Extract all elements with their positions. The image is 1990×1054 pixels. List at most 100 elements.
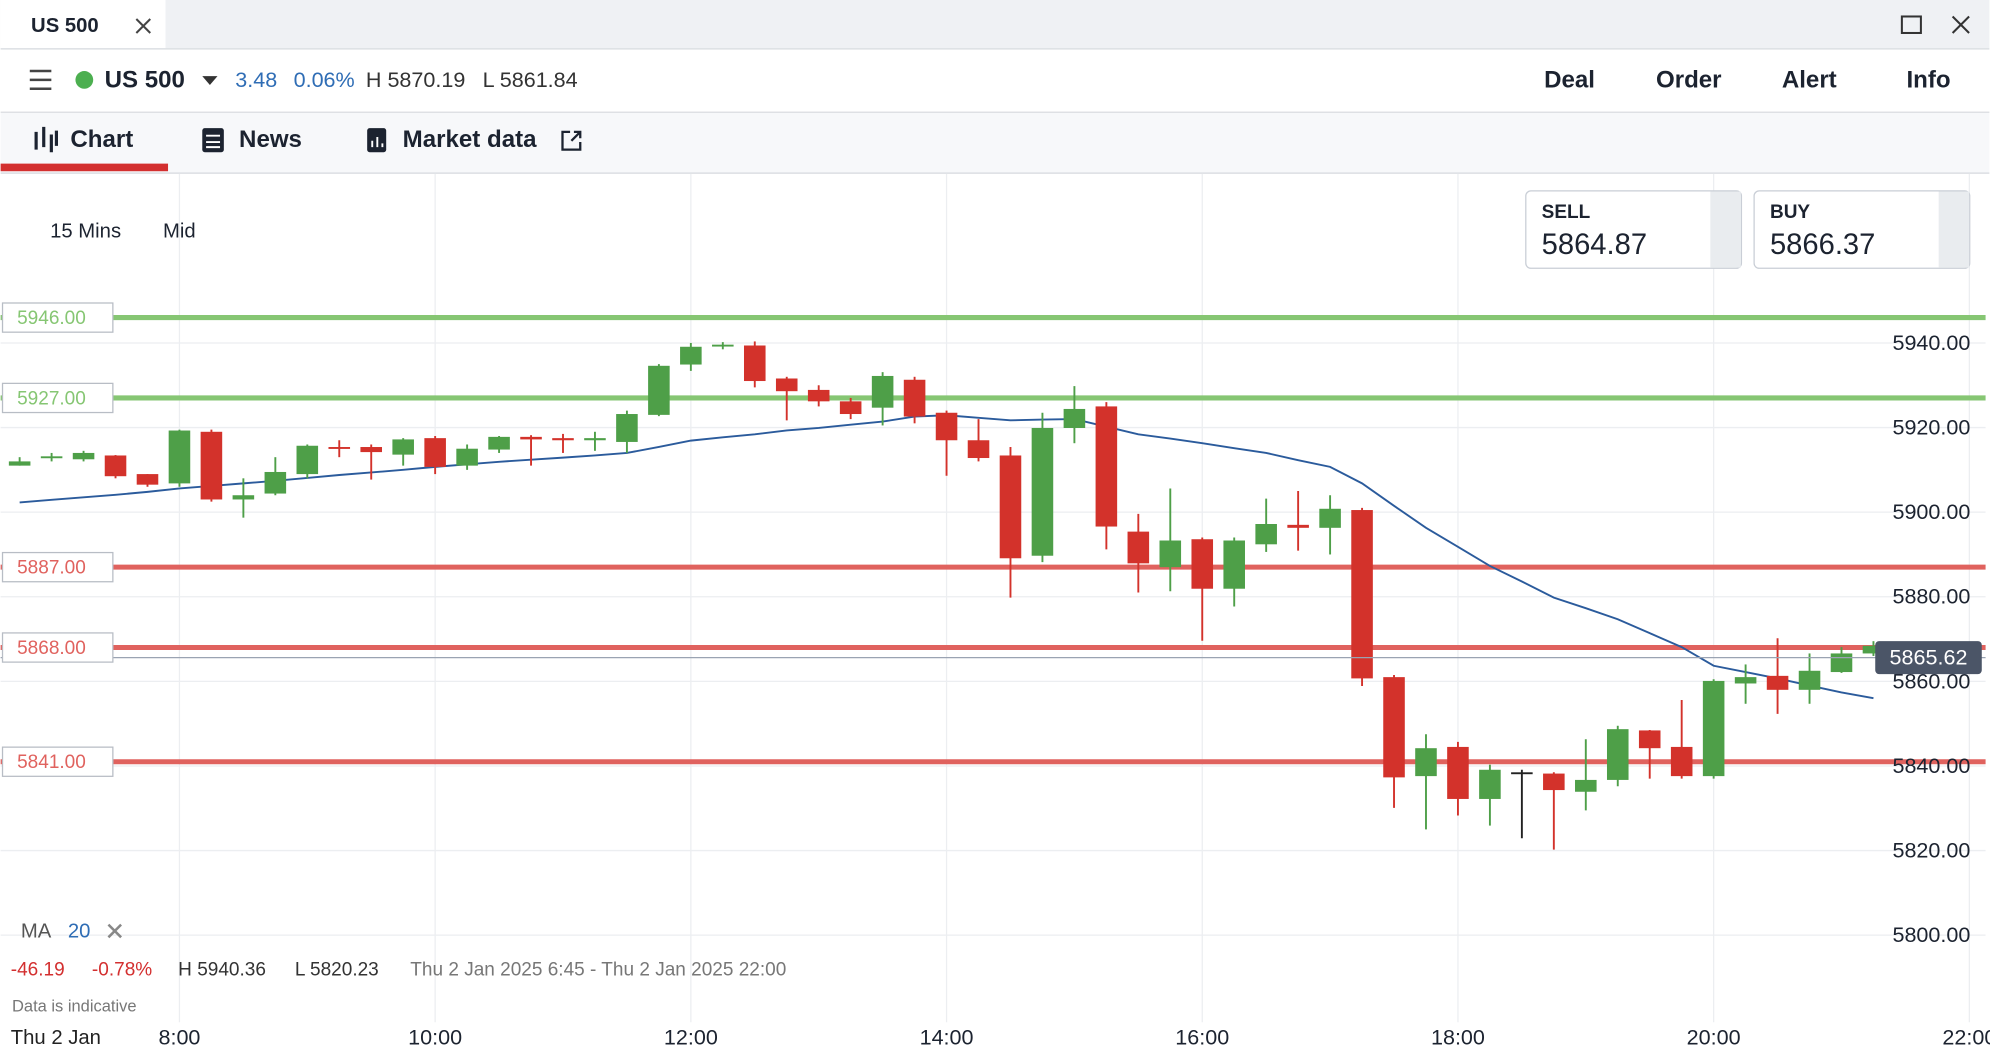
candle-body bbox=[232, 495, 255, 500]
period-change-percent: -0.78% bbox=[92, 959, 152, 980]
x-tick-label: 14:00 bbox=[920, 1024, 974, 1049]
alert-button[interactable]: Alert bbox=[1782, 67, 1837, 94]
candle-body bbox=[1511, 772, 1533, 775]
instrument-dropdown[interactable] bbox=[202, 76, 218, 85]
y-tick-label: 5880.00 bbox=[1892, 584, 1970, 609]
candle-body bbox=[1255, 524, 1277, 545]
candle-body bbox=[328, 447, 351, 449]
level-label-box bbox=[1, 746, 114, 777]
candle-body bbox=[1734, 677, 1757, 684]
candle-body bbox=[1159, 540, 1182, 568]
news-icon-lines bbox=[206, 134, 221, 149]
candle-body bbox=[680, 346, 702, 365]
candle-body bbox=[264, 471, 287, 494]
period-high: H 5940.36 bbox=[178, 959, 266, 980]
plot-area: 5946.00 5927.00 5887.00 5868.00 5841.00 5800.… bbox=[0, 173, 1990, 1049]
remove-indicator[interactable] bbox=[107, 923, 123, 939]
sell-price: 5864.87 bbox=[1542, 229, 1647, 261]
chart-icon bbox=[34, 126, 59, 153]
candle-body bbox=[648, 365, 670, 415]
level-label: 5868.00 bbox=[17, 638, 86, 659]
candle-body bbox=[967, 440, 990, 459]
candle-body bbox=[1798, 670, 1821, 690]
candle-body bbox=[807, 389, 830, 402]
change-percent: 0.06% bbox=[294, 67, 355, 92]
menu-icon[interactable] bbox=[29, 69, 52, 91]
candle-body bbox=[1670, 746, 1693, 777]
close-window-icon[interactable] bbox=[1951, 15, 1970, 34]
sell-button-edge bbox=[1710, 191, 1741, 268]
candle-body bbox=[520, 436, 542, 440]
last-price-label: 5865.62 bbox=[1890, 645, 1968, 670]
maximize-icon[interactable] bbox=[1900, 15, 1922, 34]
y-tick-label: 5900.00 bbox=[1892, 499, 1970, 524]
x-tick-label: 20:00 bbox=[1687, 1024, 1741, 1049]
candle-body bbox=[1127, 531, 1150, 564]
level-label-box bbox=[1, 551, 114, 583]
candle-body bbox=[1702, 680, 1725, 777]
x-tick-label: 18:00 bbox=[1431, 1024, 1485, 1049]
instrument-name[interactable]: US 500 bbox=[105, 67, 185, 94]
change: 3.48 bbox=[235, 67, 277, 92]
period-low: L 5820.23 bbox=[295, 959, 379, 980]
window-tab[interactable] bbox=[0, 0, 166, 49]
news-icon bbox=[202, 128, 224, 153]
y-tick-label: 5800.00 bbox=[1892, 922, 1970, 947]
interval-selector[interactable]: 15 Mins bbox=[50, 220, 121, 242]
news-tab[interactable]: News bbox=[239, 126, 302, 153]
y-tick-label: 5820.00 bbox=[1892, 838, 1970, 863]
candle-body bbox=[999, 455, 1022, 559]
candle-body bbox=[104, 455, 127, 477]
market-data-tab[interactable]: Market data bbox=[403, 126, 537, 153]
candle-body bbox=[1575, 779, 1597, 792]
candle-body bbox=[1095, 406, 1118, 527]
buy-button-edge bbox=[1938, 191, 1970, 268]
info-button[interactable]: Info bbox=[1906, 67, 1950, 94]
chart-tab[interactable]: Chart bbox=[70, 126, 133, 153]
sell-button[interactable] bbox=[1525, 190, 1743, 269]
candle-body bbox=[1638, 730, 1661, 749]
market-data-icon-bars bbox=[371, 136, 384, 148]
close-tab-icon[interactable] bbox=[135, 18, 151, 34]
candle-body bbox=[1479, 769, 1501, 799]
candle-body bbox=[1319, 508, 1341, 528]
candle-body bbox=[1447, 746, 1469, 799]
external-link-icon[interactable] bbox=[561, 130, 582, 151]
candle-body bbox=[392, 439, 414, 455]
candle-body bbox=[616, 414, 638, 442]
candle-body bbox=[839, 401, 862, 415]
order-button[interactable]: Order bbox=[1656, 67, 1722, 94]
y-tick-label: 5920.00 bbox=[1892, 415, 1970, 440]
level-label-box bbox=[1, 382, 114, 414]
candle-body bbox=[1606, 729, 1629, 780]
disclaimer: Data is indicative bbox=[12, 997, 136, 1015]
candle-body bbox=[935, 412, 958, 441]
x-tick-label: 10:00 bbox=[408, 1024, 462, 1049]
candle-body bbox=[8, 461, 31, 466]
buy-button[interactable] bbox=[1753, 190, 1971, 269]
candle-body bbox=[1766, 675, 1789, 690]
candle-body bbox=[136, 474, 159, 485]
market-status-dot bbox=[75, 71, 94, 89]
last-price-box bbox=[1875, 641, 1982, 675]
day-high: H 5870.19 bbox=[366, 67, 465, 92]
level-label: 5927.00 bbox=[17, 388, 86, 409]
candle-body bbox=[296, 445, 319, 475]
candle-body bbox=[1223, 540, 1245, 589]
indicator-period: 20 bbox=[68, 921, 91, 943]
active-tab-indicator bbox=[0, 163, 169, 172]
candle-body bbox=[1351, 510, 1373, 679]
deal-button[interactable]: Deal bbox=[1544, 67, 1595, 94]
level-label: 5887.00 bbox=[17, 557, 86, 578]
x-tick-label: 16:00 bbox=[1175, 1024, 1229, 1049]
candle-body bbox=[712, 344, 734, 347]
date-label: Thu 2 Jan bbox=[11, 1027, 101, 1049]
candle-body bbox=[456, 448, 478, 466]
candle-body bbox=[1063, 408, 1086, 428]
price-type-selector[interactable]: Mid bbox=[163, 220, 196, 242]
period-range: Thu 2 Jan 2025 6:45 - Thu 2 Jan 2025 22:… bbox=[410, 959, 786, 980]
level-label-box bbox=[1, 632, 114, 663]
candle-body bbox=[424, 438, 446, 467]
